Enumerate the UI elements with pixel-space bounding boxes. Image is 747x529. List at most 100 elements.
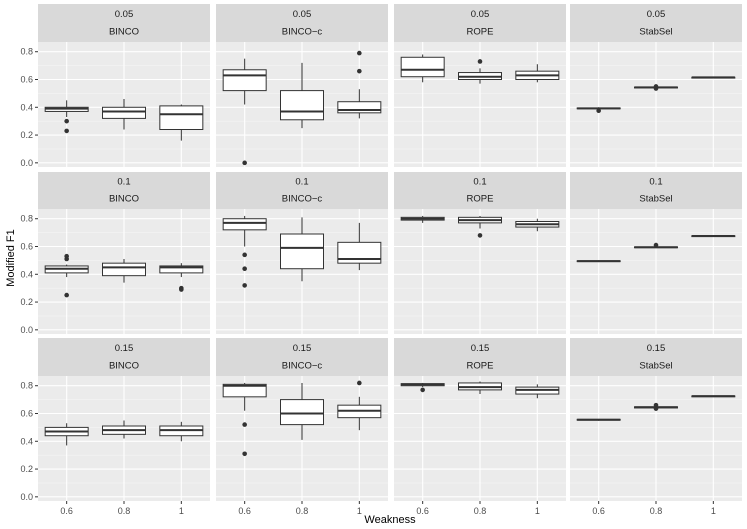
- box-plot: [691, 234, 736, 238]
- facet-strip: [570, 4, 742, 42]
- strip-label-method: BINCO−c: [282, 360, 323, 371]
- y-tick-label: 0.4: [20, 269, 33, 279]
- outlier-point: [357, 68, 362, 74]
- y-tick-label: 0.2: [20, 464, 33, 474]
- box-plot: [159, 421, 204, 442]
- strip-label-method: BINCO: [109, 360, 139, 371]
- y-tick-label: 0.0: [20, 492, 33, 502]
- box-iqr: [159, 105, 204, 130]
- facet-strip: [38, 172, 210, 209]
- strip-label-threshold: 0.05: [293, 9, 312, 20]
- box-plot: [337, 50, 382, 119]
- y-tick-label: 0.0: [20, 325, 33, 335]
- y-axis-title: Modified F1: [5, 229, 17, 286]
- outlier-point: [242, 283, 247, 288]
- box-plot: [102, 420, 146, 439]
- x-tick-label: 0.8: [650, 506, 663, 516]
- strip-label-threshold: 0.05: [115, 9, 134, 20]
- outlier-point: [64, 292, 69, 298]
- outlier-point: [596, 108, 601, 114]
- box-plot: [280, 217, 324, 282]
- facet-strip: [394, 338, 566, 376]
- x-tick-label: 1: [711, 506, 716, 516]
- strip-label-method: BINCO: [109, 194, 139, 205]
- box-iqr: [102, 106, 146, 119]
- box-plot: [400, 382, 445, 393]
- facet-strip: [216, 172, 388, 209]
- box-iqr: [159, 265, 204, 274]
- box-plot: [44, 253, 89, 298]
- box-iqr: [102, 262, 146, 277]
- box-iqr: [280, 90, 324, 121]
- box-plot: [634, 402, 678, 411]
- facet-panel: 0.05 StabSel: [570, 4, 742, 167]
- box-plot: [222, 382, 267, 457]
- facet-strip: [394, 4, 566, 42]
- facet-strip: [38, 4, 210, 42]
- strip-label-method: ROPE: [467, 194, 494, 205]
- box-plot: [222, 215, 267, 288]
- x-tick-label: 0.8: [474, 506, 487, 516]
- facet-panel: 0.15 BINCO−c 0.6 0.8 1: [216, 338, 388, 516]
- x-tick-label: 0.6: [238, 506, 251, 516]
- box-plot: [337, 222, 382, 271]
- strip-label-threshold: 0.05: [471, 9, 490, 20]
- box-iqr: [337, 241, 382, 264]
- x-tick-label: 0.8: [118, 506, 131, 516]
- strip-label-threshold: 0.15: [293, 343, 312, 354]
- facet-panel: 0.1 StabSel: [570, 172, 742, 334]
- x-tick-label: 1: [357, 506, 362, 516]
- y-tick-label: 0.4: [20, 436, 33, 446]
- strip-label-threshold: 0.15: [647, 343, 666, 354]
- strip-label-method: StabSel: [639, 360, 672, 371]
- box-plot: [400, 215, 445, 223]
- strip-label-threshold: 0.1: [649, 177, 662, 188]
- facet-panel: 0.15 ROPE 0.6 0.8 1: [394, 338, 566, 516]
- box-iqr: [337, 101, 382, 114]
- y-tick-label: 0.8: [20, 214, 33, 224]
- box-plot: [634, 84, 678, 91]
- x-tick-label: 1: [179, 506, 184, 516]
- facet-panel: 0.05 BINCO: [38, 4, 210, 167]
- box-plot: [102, 98, 146, 130]
- box-plot: [691, 76, 736, 79]
- facet-grid: 0.0 0.2 0.4 0.6 0.8 0.05 BINCO 0.05 BINCO−c 0.05 R…: [20, 4, 742, 516]
- facet-panel: 0.15 StabSel 0.6 0.8 1: [570, 338, 742, 516]
- outlier-point: [477, 233, 483, 238]
- facet-panel: 0.05 BINCO−c: [216, 4, 388, 167]
- outlier-point: [242, 451, 247, 457]
- strip-label-method: StabSel: [639, 26, 672, 37]
- y-tick-label: 0.6: [20, 242, 33, 252]
- outlier-point: [242, 422, 247, 427]
- facet-strip: [38, 338, 210, 376]
- facet-panel: 0.1 BINCO−c: [216, 172, 388, 334]
- x-tick-label: 0.6: [60, 506, 73, 516]
- y-tick-label: 0.8: [20, 381, 33, 391]
- outlier-point: [357, 50, 362, 56]
- box-plot: [634, 242, 678, 249]
- box-plot: [222, 58, 267, 166]
- box-plot: [280, 382, 324, 440]
- facet-strip: [216, 4, 388, 42]
- outlier-point: [653, 406, 659, 411]
- facet-strip: [570, 338, 742, 376]
- y-tick-label: 0.2: [20, 297, 33, 307]
- box-plot: [515, 64, 560, 83]
- x-tick-label: 0.6: [416, 506, 429, 516]
- y-tick-label: 0.8: [20, 47, 33, 57]
- strip-label-threshold: 0.1: [117, 177, 130, 188]
- box-plot: [691, 395, 736, 398]
- outlier-point: [179, 287, 184, 292]
- box-plot: [159, 104, 204, 141]
- facet-strip: [570, 172, 742, 209]
- box-plot: [102, 259, 146, 283]
- box-iqr: [222, 218, 267, 231]
- box-iqr: [400, 56, 445, 78]
- outlier-point: [64, 118, 69, 124]
- box-plot: [576, 107, 621, 114]
- facet-panel: 0.05 ROPE: [394, 4, 566, 167]
- box-plot: [458, 381, 502, 395]
- outlier-point: [653, 84, 659, 89]
- strip-label-method: StabSel: [639, 194, 672, 205]
